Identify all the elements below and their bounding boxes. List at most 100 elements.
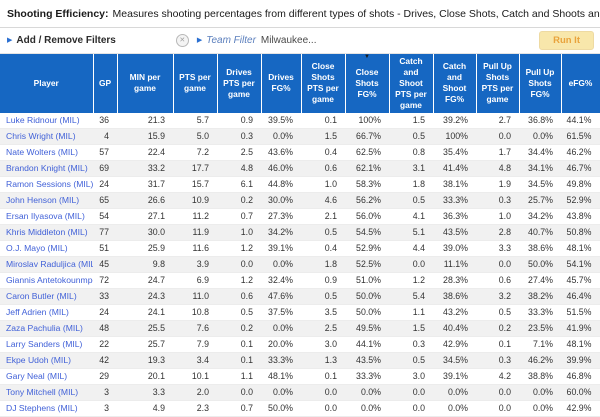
stat-cell: 0.0% — [532, 403, 553, 414]
column-header-efg-[interactable]: eFG% — [561, 54, 600, 113]
column-header-min-per-game[interactable]: MIN per game — [117, 54, 174, 113]
column-header-drives-fg-[interactable]: Drives FG% — [261, 54, 302, 113]
stat-cell: 0.0% — [447, 403, 468, 414]
column-header-gp[interactable]: GP — [93, 54, 118, 113]
column-header-close-shots-pts-per-game[interactable]: Close Shots PTS per game — [301, 54, 346, 113]
stat-cell: 1.5 — [324, 131, 337, 142]
player-link[interactable]: Caron Butler (MIL) — [6, 291, 77, 302]
player-link[interactable]: Luke Ridnour (MIL) — [6, 115, 80, 126]
column-header-pull-up-shots-pts-per-game[interactable]: Pull Up Shots PTS per game — [476, 54, 520, 113]
stat-cell: 56.2% — [356, 195, 381, 206]
column-header-close-shots-fg-[interactable]: ▼ Close Shots FG% — [345, 54, 390, 113]
stat-cell: 0.6 — [498, 275, 511, 286]
stat-cell: 0.0 — [498, 387, 511, 398]
triangle-right-icon: ▶ — [7, 37, 13, 44]
stat-cell: 52.5% — [356, 259, 381, 270]
table-row: Chris Wright (MIL) 4 15.9 5.0 0.3 0.0% 1.5 66.7… — [0, 128, 600, 145]
player-link[interactable]: Chris Wright (MIL) — [6, 131, 76, 142]
stat-cell: 39.1% — [443, 371, 468, 382]
stat-cell: 1.2 — [412, 275, 425, 286]
stat-cell: 43.8% — [566, 211, 592, 222]
player-cell: Ersan Ilyasova (MIL) — [0, 208, 93, 224]
stat-cell: 1.8 — [324, 259, 337, 270]
stat-cell: 1.0 — [324, 179, 337, 190]
stat-cell: 0.1 — [324, 371, 337, 382]
column-header-catch-and-shoot-pts-per-game[interactable]: Catch and Shoot PTS per game — [389, 54, 434, 113]
run-it-button[interactable]: Run It — [539, 31, 594, 50]
stat-cell: 4.4 — [412, 243, 425, 254]
player-link[interactable]: DJ Stephens (MIL) — [6, 403, 78, 414]
stat-cell: 0.0% — [360, 387, 381, 398]
stat-cell: 0.0 — [324, 387, 337, 398]
table-row: Giannis Antetokounmpo (MIL) 72 24.7 6.9 1.2 3… — [0, 272, 600, 289]
toolbar: ▶ Add / Remove Filters ✕ ▶ Team Filter M… — [0, 28, 600, 54]
player-link[interactable]: John Henson (MIL) — [6, 195, 80, 206]
stat-cell: 3 — [104, 387, 109, 398]
stats-table: Player GP MIN per game PTS per game Drives P… — [0, 54, 600, 417]
column-header-drives-pts-per-game[interactable]: Drives PTS per game — [217, 54, 262, 113]
remove-filter-icon[interactable]: ✕ — [175, 34, 189, 47]
add-remove-filters-label: Add / Remove Filters — [16, 35, 116, 46]
player-link[interactable]: Tony Mitchell (MIL) — [6, 387, 79, 398]
stat-cell: 43.6% — [268, 147, 293, 158]
stat-cell: 37.5% — [268, 307, 293, 318]
stat-cell: 11.6 — [192, 243, 209, 254]
stat-cell: 51 — [99, 243, 109, 254]
stat-cell: 0.6 — [324, 163, 337, 174]
stat-cell: 3.3 — [498, 243, 511, 254]
stat-cell: 0.3 — [240, 131, 253, 142]
table-row: Brandon Knight (MIL) 69 33.2 17.7 4.8 46.0% 0.… — [0, 160, 600, 177]
stat-cell: 24.1 — [147, 307, 165, 318]
column-header-pull-up-shots-fg-[interactable]: Pull Up Shots FG% — [519, 54, 562, 113]
player-link[interactable]: Jeff Adrien (MIL) — [6, 307, 69, 318]
player-link[interactable]: Khris Middleton (MIL) — [6, 227, 88, 238]
add-remove-filters-button[interactable]: ▶ Add / Remove Filters — [7, 35, 116, 46]
column-header-pts-per-game[interactable]: PTS per game — [173, 54, 218, 113]
stat-cell: 52.9% — [356, 243, 381, 254]
column-header-label: Catch and Shoot PTS per game — [395, 56, 427, 110]
stat-cell: 0.5 — [412, 355, 425, 366]
stat-cell: 2.5 — [240, 147, 253, 158]
player-cell: Ramon Sessions (MIL) — [0, 176, 93, 192]
stat-cell: 3.2 — [498, 291, 511, 302]
team-filter-label[interactable]: Team Filter — [206, 35, 256, 46]
stat-cell: 48.1% — [566, 243, 592, 254]
table-row: Ramon Sessions (MIL) 24 31.7 15.7 6.1 44.8% 1.… — [0, 176, 600, 193]
stat-cell: 1.3 — [324, 355, 337, 366]
table-row: O.J. Mayo (MIL) 51 25.9 11.6 1.2 39.1% 0.4 52.9… — [0, 240, 600, 257]
stat-cell: 25.7 — [147, 339, 165, 350]
player-link[interactable]: Miroslav Raduljica (MIL) — [6, 259, 93, 270]
stat-cell: 43.5% — [356, 355, 381, 366]
player-link[interactable]: Gary Neal (MIL) — [6, 371, 68, 382]
player-link[interactable]: O.J. Mayo (MIL) — [6, 243, 68, 254]
column-header-player[interactable]: Player — [0, 54, 94, 113]
player-cell: Nate Wolters (MIL) — [0, 144, 93, 160]
stat-cell: 0.3 — [498, 355, 511, 366]
stat-cell: 42 — [99, 355, 109, 366]
player-link[interactable]: Ersan Ilyasova (MIL) — [6, 211, 85, 222]
stat-cell: 0.0% — [447, 387, 468, 398]
column-header-catch-and-shoot-fg-[interactable]: Catch and Shoot FG% — [433, 54, 477, 113]
stat-cell: 3.0 — [324, 339, 337, 350]
stat-cell: 0.6 — [240, 291, 253, 302]
player-link[interactable]: Giannis Antetokounmpo (MIL) — [6, 275, 93, 286]
stat-cell: 51.5% — [566, 307, 592, 318]
stat-cell: 39.2% — [443, 115, 468, 126]
stat-cell: 38.2% — [528, 291, 553, 302]
stat-cell: 35.4% — [443, 147, 468, 158]
player-link[interactable]: Larry Sanders (MIL) — [6, 339, 83, 350]
player-link[interactable]: Ekpe Udoh (MIL) — [6, 355, 71, 366]
stat-cell: 2.3 — [196, 403, 209, 414]
stat-cell: 3.4 — [196, 355, 209, 366]
player-link[interactable]: Ramon Sessions (MIL) — [6, 179, 93, 190]
team-filter-value[interactable]: Milwaukee... — [260, 35, 317, 46]
player-link[interactable]: Zaza Pachulia (MIL) — [6, 323, 83, 334]
stat-cell: 45 — [99, 259, 109, 270]
player-cell: DJ Stephens (MIL) — [0, 400, 93, 416]
player-link[interactable]: Brandon Knight (MIL) — [6, 163, 88, 174]
column-header-label: Player — [33, 77, 59, 88]
stat-cell: 0.0 — [498, 403, 511, 414]
stat-cell: 60.0% — [566, 387, 592, 398]
player-link[interactable]: Nate Wolters (MIL) — [6, 147, 78, 158]
stat-cell: 30.0 — [147, 227, 165, 238]
